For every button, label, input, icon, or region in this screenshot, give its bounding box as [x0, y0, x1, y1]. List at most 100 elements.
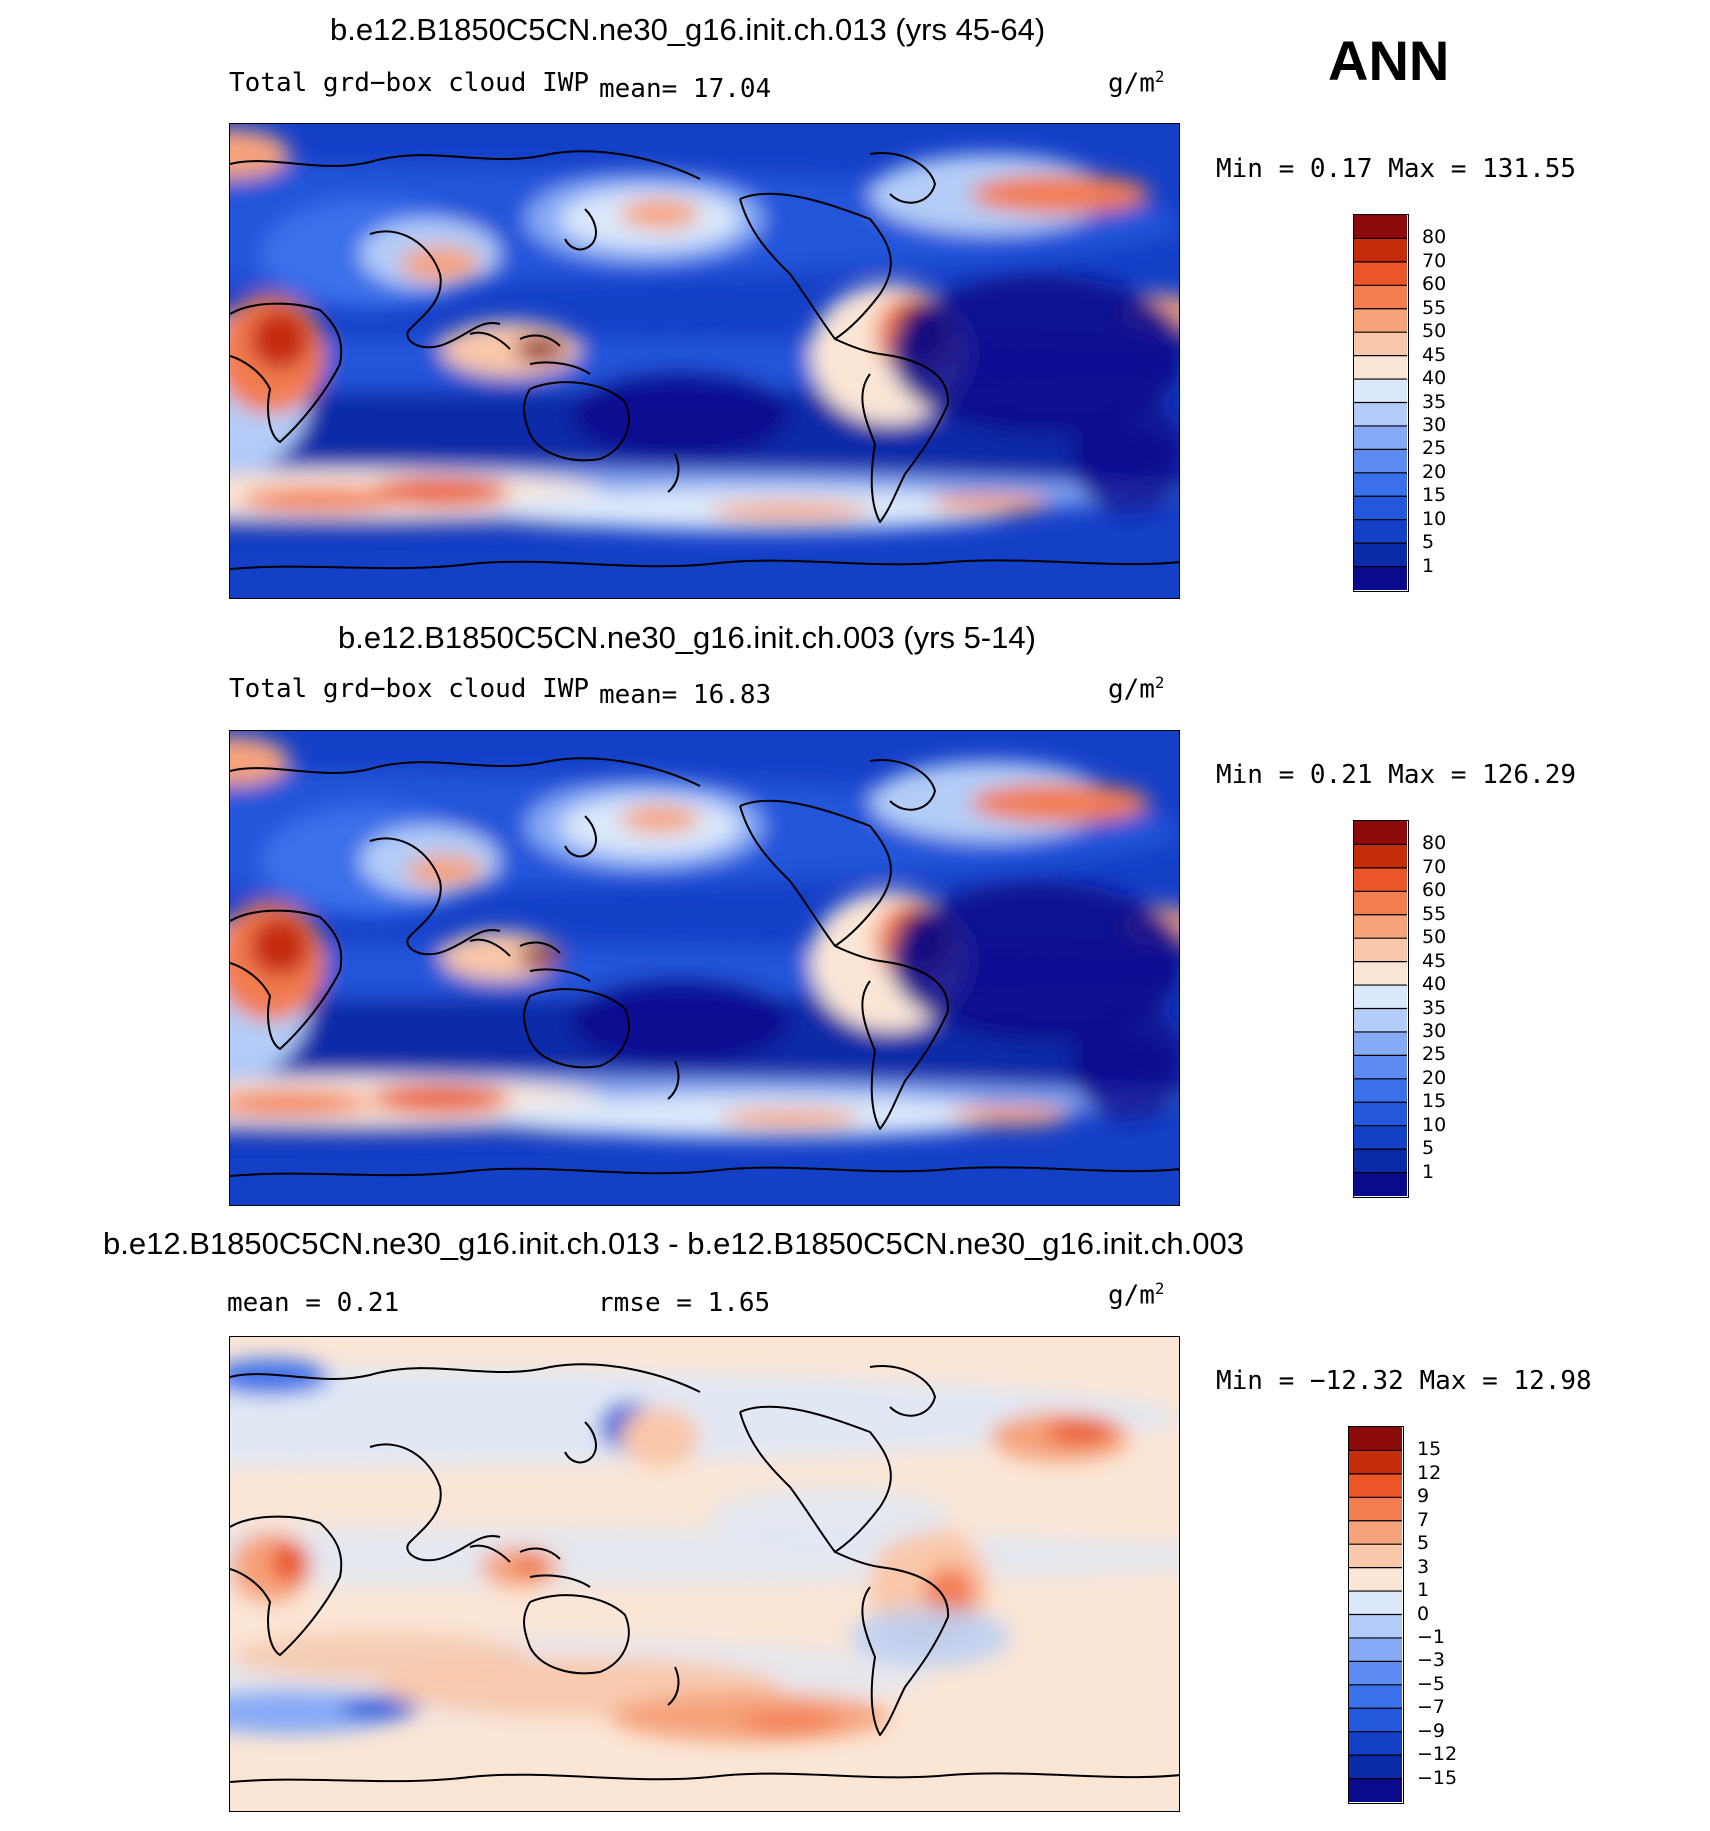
colorbar-swatch: [1349, 1544, 1402, 1569]
colorbar-swatch: [1354, 566, 1407, 590]
coastline: [230, 302, 343, 443]
colorbar-svg: [1349, 1427, 1402, 1802]
coastline: [869, 152, 936, 204]
colorbar-swatch: [1354, 914, 1407, 939]
panel-1-field-svg: [230, 124, 1179, 598]
field-contour-blob: [710, 1487, 950, 1547]
field-contour-blob: [400, 246, 480, 282]
colorbar-swatch: [1354, 821, 1407, 845]
colorbar-tick-label: 15: [1422, 1090, 1447, 1113]
coastline: [230, 1515, 343, 1656]
colorbar-tick-label: 40: [1422, 973, 1447, 996]
colorbar-swatch: [1354, 1008, 1407, 1033]
colorbar-tick-label: 70: [1422, 249, 1447, 272]
colorbar-tick-label: 5: [1422, 531, 1435, 554]
colorbar-swatch: [1354, 238, 1407, 263]
colorbar-tick-label: 5: [1417, 1532, 1430, 1555]
colorbar-swatch: [1354, 891, 1407, 916]
panel-1-title: b.e12.B1850C5CN.ne30_g16.init.ch.013 (yr…: [330, 12, 1046, 47]
panel-3-map: [229, 1336, 1180, 1812]
coastline: [834, 945, 950, 1130]
colorbar-tick-label: 35: [1422, 390, 1447, 413]
field-contour-blob: [620, 1407, 700, 1467]
colorbar-swatch: [1349, 1708, 1402, 1733]
field-contour-blob: [407, 855, 483, 887]
colorbar-tick-label: 7: [1417, 1508, 1430, 1531]
colorbar-swatch: [1354, 472, 1407, 497]
colorbar-tick-label: 60: [1422, 273, 1447, 296]
field-contour-blob: [515, 1557, 545, 1573]
colorbar-svg: [1354, 821, 1407, 1196]
field-contour-blob: [230, 1359, 330, 1395]
coastline: [369, 1443, 501, 1562]
coastline: [869, 759, 936, 811]
panel-3-title: b.e12.B1850C5CN.ne30_g16.init.ch.013 - b…: [103, 1226, 1244, 1261]
colorbar-swatch: [1349, 1591, 1402, 1615]
colorbar-tick-label: 45: [1422, 949, 1447, 972]
colorbar-swatch: [1354, 402, 1407, 427]
colorbar-swatch: [1354, 1055, 1407, 1080]
field-contour-blob: [370, 478, 510, 506]
coastline: [667, 1666, 680, 1706]
coastline: [230, 150, 701, 180]
field-contour-blob: [620, 805, 700, 833]
coastline: [230, 1166, 1179, 1177]
colorbar-tick-label: 55: [1422, 902, 1447, 925]
colorbar-swatch: [1349, 1755, 1402, 1780]
panel-3-colorbar: [1348, 1426, 1404, 1804]
panel-2-mean: mean= 16.83: [599, 680, 772, 710]
colorbar-tick-label: 40: [1422, 367, 1447, 390]
colorbar-tick-label: 25: [1422, 1043, 1447, 1066]
colorbar-tick-label: 60: [1422, 879, 1447, 902]
panel-1-variable-label: Total grd−box cloud IWP: [229, 68, 590, 98]
coastline: [469, 938, 591, 982]
colorbar-swatch: [1354, 867, 1407, 892]
field-contour-blob: [230, 736, 290, 786]
colorbar-tick-label: 30: [1422, 1019, 1447, 1042]
coastline: [230, 559, 1179, 570]
colorbar-tick-label: 45: [1422, 343, 1447, 366]
colorbar-tick-label: 20: [1422, 1066, 1447, 1089]
panel-3-field-svg: [230, 1337, 1179, 1811]
colorbar-swatch: [1354, 519, 1407, 544]
colorbar-tick-label: 20: [1422, 460, 1447, 483]
panel-2-title: b.e12.B1850C5CN.ne30_g16.init.ch.003 (yr…: [338, 620, 1036, 655]
colorbar-tick-label: −3: [1417, 1649, 1446, 1672]
field-contour-blob: [240, 487, 400, 511]
colorbar-tick-label: 0: [1417, 1602, 1430, 1625]
coastline: [869, 1365, 936, 1417]
coastline: [523, 988, 630, 1069]
panel-3-mean: mean = 0.21: [227, 1288, 400, 1318]
colorbar-tick-label: 70: [1422, 855, 1447, 878]
coastline: [739, 192, 892, 340]
colorbar-tick-label: −9: [1417, 1719, 1446, 1742]
panel-1-mean: mean= 17.04: [599, 74, 772, 104]
coastline: [834, 1551, 950, 1736]
colorbar-tick-label: 50: [1422, 320, 1447, 343]
field-contour-blob: [1070, 1001, 1179, 1121]
colorbar-tick-label: 1: [1417, 1579, 1430, 1602]
colorbar-swatch: [1354, 938, 1407, 963]
coastline: [667, 1060, 680, 1100]
colorbar-swatch: [1349, 1450, 1402, 1475]
panel-2-minmax: Min = 0.21 Max = 126.29: [1216, 760, 1577, 790]
panel-2-units: g/m2: [1108, 674, 1165, 705]
field-contour-blob: [890, 274, 1179, 434]
colorbar-swatch: [1354, 308, 1407, 333]
colorbar-tick-label: 10: [1422, 507, 1447, 530]
field-contour-blob: [950, 1106, 1070, 1126]
panel-1-colorbar: [1353, 214, 1409, 592]
colorbar-tick-label: 80: [1422, 226, 1447, 249]
colorbar-swatch: [1354, 215, 1407, 239]
field-contour-blob: [250, 916, 310, 976]
colorbar-svg: [1354, 215, 1407, 590]
panel-3-rmse: rmse = 1.65: [598, 1288, 771, 1318]
colorbar-swatch: [1349, 1473, 1402, 1498]
panel-1-map: [229, 123, 1180, 599]
field-contour-blob: [230, 129, 290, 179]
colorbar-swatch: [1349, 1520, 1402, 1545]
field-contour-blob: [970, 783, 1150, 823]
colorbar-swatch: [1354, 261, 1407, 286]
panel-1-minmax: Min = 0.17 Max = 131.55: [1216, 154, 1577, 184]
colorbar-tick-label: 1: [1422, 554, 1435, 577]
